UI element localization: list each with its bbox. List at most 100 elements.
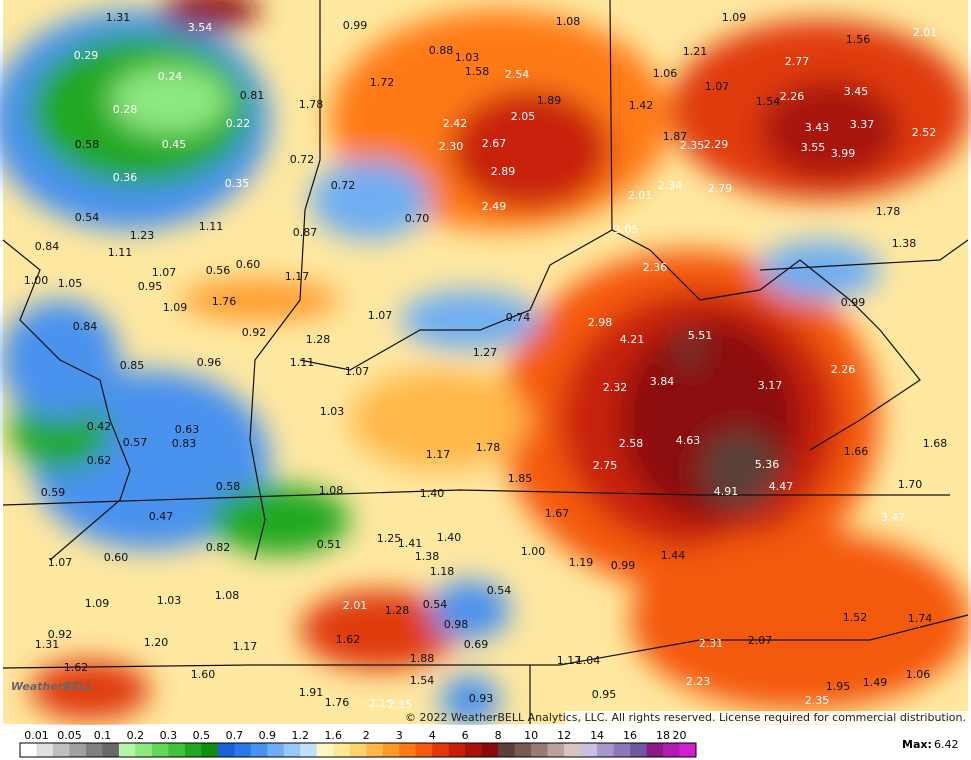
legend-swatch (448, 743, 466, 757)
station-value: 1.95 (826, 680, 851, 693)
station-value: 1.08 (556, 15, 581, 28)
station-value: 1.07 (368, 309, 393, 322)
legend-tick-label: 2 (363, 729, 370, 742)
legend-swatch (118, 743, 136, 757)
legend-tick-label: 8 (495, 729, 502, 742)
station-value: 0.81 (240, 89, 265, 102)
station-value: 2.52 (912, 126, 937, 139)
legend-swatch (366, 743, 384, 757)
station-value: 0.24 (158, 70, 183, 83)
station-value: 1.76 (325, 696, 350, 709)
station-value: 5.36 (755, 458, 780, 471)
legend-swatch (316, 743, 334, 757)
station-value: 0.59 (41, 486, 66, 499)
station-value: 1.17 (285, 270, 310, 283)
station-value: 1.20 (144, 636, 169, 649)
station-value: 1.76 (212, 295, 237, 308)
station-value: 1.07 (48, 556, 73, 569)
station-value: 1.07 (345, 365, 370, 378)
station-value: 0.88 (429, 44, 454, 57)
station-value: 1.74 (908, 612, 933, 625)
station-value: 2.79 (708, 182, 733, 195)
legend-swatch (547, 743, 565, 757)
station-value: 2.26 (831, 363, 856, 376)
legend-swatch (52, 743, 70, 757)
precip-field (0, 0, 970, 725)
station-value: 2.23 (686, 675, 711, 688)
legend-swatch (580, 743, 598, 757)
station-value: 1.38 (415, 550, 440, 563)
station-value: 0.57 (123, 436, 148, 449)
legend-swatch (564, 743, 581, 757)
station-value: 0.92 (48, 628, 73, 641)
legend-swatch (498, 743, 515, 757)
legend-swatch (135, 743, 153, 757)
station-value: 2.98 (588, 316, 613, 329)
legend-swatch (217, 743, 235, 757)
legend-swatch (36, 743, 54, 757)
station-value: 1.03 (455, 51, 480, 64)
legend-swatch (168, 743, 186, 757)
legend-swatch (102, 743, 120, 757)
station-value: 1.56 (846, 33, 871, 46)
station-value: 0.28 (113, 103, 138, 116)
legend-tick-label: 6 (462, 729, 469, 742)
legend-tick-label: 0.9 (259, 729, 277, 742)
station-value: 1.58 (465, 65, 490, 78)
station-value: 1.09 (722, 11, 747, 24)
station-value: 4.91 (714, 485, 739, 498)
station-value: 1.07 (705, 80, 730, 93)
legend-tick-label: 0.05 (57, 729, 82, 742)
legend-swatch (679, 743, 697, 757)
station-value: 2.30 (439, 140, 464, 153)
station-value: 1.91 (299, 686, 324, 699)
legend-tick-label: 0.3 (160, 729, 178, 742)
legend-tick-label: 3 (396, 729, 403, 742)
station-value: 2.67 (482, 137, 507, 150)
station-value: 1.60 (191, 668, 216, 681)
station-value: 2.07 (748, 634, 773, 647)
legend-swatch (415, 743, 433, 757)
station-value: 2.32 (603, 381, 628, 394)
legend-swatch (300, 743, 318, 757)
station-value: 1.08 (319, 484, 344, 497)
station-value: 1.04 (576, 654, 601, 667)
legend-swatch (514, 743, 532, 757)
station-value: 1.28 (385, 604, 410, 617)
legend-swatch (663, 743, 680, 757)
station-value: 1.66 (844, 445, 869, 458)
station-value: 2.35 (805, 694, 830, 707)
station-value: 2.49 (482, 200, 507, 213)
station-value: 0.72 (290, 153, 315, 166)
station-value: 1.17 (426, 448, 451, 461)
legend-swatch (250, 743, 268, 757)
legend-swatch (399, 743, 417, 757)
station-value: 1.08 (215, 589, 240, 602)
station-value: 1.00 (521, 545, 546, 558)
station-value: 2.01 (628, 189, 653, 202)
station-value: 0.51 (317, 538, 342, 551)
station-value: 3.37 (850, 118, 875, 131)
station-value: 3.47 (881, 511, 906, 524)
station-value: 2.05 (511, 110, 536, 123)
station-value: 0.62 (87, 454, 112, 467)
legend-swatch (283, 743, 301, 757)
station-value: 1.17 (233, 640, 258, 653)
station-value: 3.99 (831, 147, 856, 160)
station-value: 1.87 (663, 130, 688, 143)
station-value: 5.51 (688, 329, 713, 342)
station-value: 2.89 (491, 165, 516, 178)
max-value: 6.42 (934, 738, 959, 751)
station-value: 0.72 (331, 179, 356, 192)
station-value: 0.84 (73, 320, 98, 333)
station-value: 0.54 (423, 598, 448, 611)
station-value: 0.60 (236, 258, 261, 271)
station-value: 4.63 (676, 434, 701, 447)
station-value: 1.54 (410, 674, 435, 687)
station-value: 1.70 (898, 478, 923, 491)
max-label: Max: (902, 738, 932, 751)
station-value: 1.72 (370, 76, 395, 89)
station-value: 1.31 (35, 638, 60, 651)
